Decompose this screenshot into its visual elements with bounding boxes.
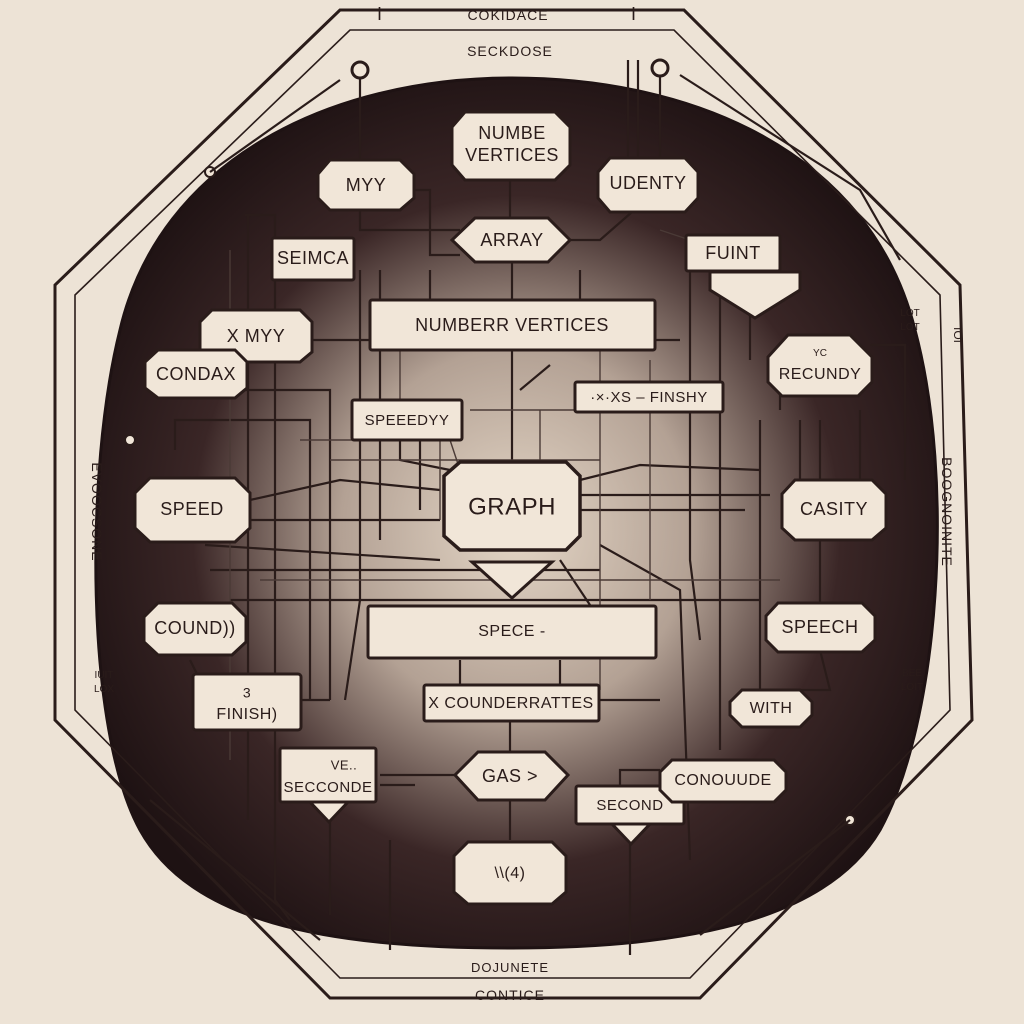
node-fuint: FUINT	[684, 233, 802, 320]
node-array: ARRAY	[449, 216, 573, 264]
node-spece-label: SPECE -	[478, 623, 546, 640]
inner-octagon-frame	[74, 29, 951, 979]
graph-pointer	[468, 560, 556, 601]
node-condax-label: CONDAX	[156, 364, 236, 384]
node-graph-label: GRAPH	[468, 493, 556, 520]
connector-dot	[124, 434, 136, 446]
seconde-pointer	[306, 800, 352, 825]
node-speed-label: SPEED	[160, 499, 224, 519]
frame-corner-mark-3: IOI	[951, 327, 965, 343]
frame-corner-mark-2: I	[631, 4, 637, 24]
frame-left-vertical: EVOOCSONE	[89, 462, 105, 561]
node-spece: SPECE -	[366, 604, 658, 660]
node-recundy: YC RECUNDY	[766, 333, 874, 398]
node-conouude: CONOUUDE	[658, 758, 788, 804]
node-x-counderattes-label: X COUNDERRATTES	[428, 695, 593, 712]
node-seimca-label: SEIMCA	[277, 248, 349, 268]
node-udenty: UDENTY	[596, 156, 700, 214]
diagonal-wire	[679, 74, 901, 261]
node-speedyy-label: SPEEEDYY	[365, 412, 450, 429]
frame-left-mark-2: LOX	[94, 684, 114, 695]
node-gas-label: GAS >	[482, 766, 538, 786]
connector-dot	[650, 58, 670, 78]
node-finish-line1: 3	[243, 685, 251, 701]
node-cound: COUND))	[142, 601, 248, 657]
node-xs-finshy-label: ·×·XS – FINSHY	[590, 389, 707, 406]
frame-bottom-title: DOJUNETE	[471, 960, 549, 975]
node-seconde-line1: VE..	[331, 757, 358, 772]
node-speech-label: SPEECH	[781, 617, 858, 637]
node-speech: SPEECH	[764, 601, 877, 654]
node-n4: \\(4)	[452, 840, 568, 906]
frame-top-subtitle: SECKDOSE	[467, 43, 553, 59]
connector-dot	[350, 60, 370, 80]
node-finish-line2: FINISH)	[216, 706, 277, 723]
node-n4-label: \\(4)	[495, 865, 526, 882]
node-number-vertices-bar-label: NUMBERR VERTICES	[415, 315, 609, 335]
node-second: SECOND	[574, 784, 686, 847]
node-x-myy-label: X MYY	[227, 326, 286, 346]
frame-left-mark-1: IUIT	[95, 670, 114, 681]
frame-right-mark-upper-1: LOT	[900, 308, 919, 319]
frame-top-title: COKIDACE	[467, 7, 548, 23]
node-numbe-vertices-line1: NUMBE	[478, 123, 546, 143]
node-array-label: ARRAY	[480, 230, 543, 250]
diagonal-wire	[209, 79, 341, 173]
node-condax: CONDAX	[143, 348, 249, 400]
outer-octagon-frame	[53, 8, 974, 1000]
node-numbe-vertices: NUMBE VERTICES	[450, 110, 572, 182]
node-fuint-label: FUINT	[705, 243, 761, 263]
node-speedyy: SPEEEDYY	[350, 398, 464, 442]
node-casity-label: CASITY	[800, 499, 868, 519]
frame-right-mark-lower-1: BEE	[902, 668, 922, 679]
diagonal-wire	[699, 819, 851, 936]
fuint-funnel	[708, 270, 802, 320]
node-number-vertices-bar: NUMBERR VERTICES	[368, 298, 657, 352]
node-graph[interactable]: GRAPH	[442, 460, 582, 601]
node-with-label: WITH	[750, 700, 793, 717]
node-seconde-line2: SECCONDE	[283, 779, 372, 796]
node-speed: SPEED	[133, 476, 252, 544]
node-seconde: VE.. SECCONDE	[278, 746, 378, 825]
frame-right-vertical: BOOGNOINITE	[939, 457, 955, 567]
node-with: WITH	[728, 688, 814, 729]
node-udenty-label: UDENTY	[609, 173, 686, 193]
node-second-label: SECOND	[596, 797, 663, 814]
node-x-counderattes: X COUNDERRATTES	[422, 683, 601, 723]
node-gas: GAS >	[452, 750, 571, 802]
node-myy-label: MYY	[346, 175, 387, 195]
frame-right-mark-lower-2: LOIT	[901, 682, 923, 693]
node-seimca: SEIMCA	[270, 236, 356, 282]
frame-right-mark-upper-2: LOT	[900, 322, 919, 333]
second-pointer	[608, 822, 654, 847]
node-recundy-line2: RECUNDY	[779, 366, 862, 383]
frame-bottom-subtitle: CONTICE	[475, 987, 545, 1003]
node-recundy-line1: YC	[813, 348, 827, 359]
frame-corner-mark-1: I	[377, 4, 383, 24]
node-finish: 3 FINISH)	[191, 672, 303, 732]
node-conouude-label: CONOUUDE	[674, 772, 771, 789]
node-casity: CASITY	[780, 478, 888, 542]
diagonal-wire	[149, 799, 321, 941]
node-myy: MYY	[316, 158, 416, 212]
node-cound-label: COUND))	[154, 618, 236, 638]
node-numbe-vertices-line2: VERTICES	[465, 145, 559, 165]
node-xs-finshy: ·×·XS – FINSHY	[573, 380, 725, 414]
